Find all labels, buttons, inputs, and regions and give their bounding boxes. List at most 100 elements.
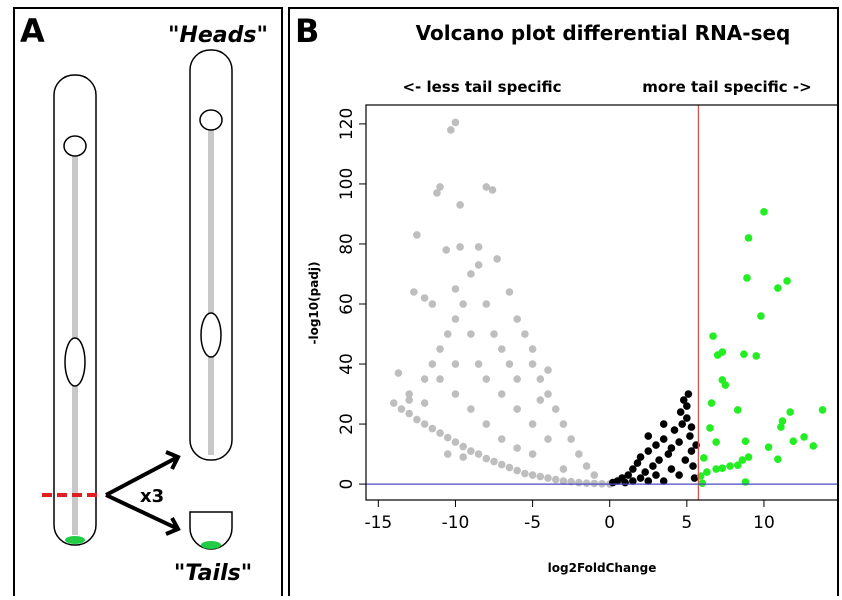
point <box>687 423 696 431</box>
point <box>744 453 753 461</box>
point <box>528 450 537 458</box>
brain <box>63 135 87 157</box>
worm-diagram <box>42 49 233 550</box>
point <box>451 390 460 398</box>
point <box>689 462 697 470</box>
point <box>649 462 657 470</box>
point <box>706 424 714 432</box>
point <box>698 479 707 487</box>
y-tick-label: 40 <box>337 353 357 375</box>
point <box>467 405 475 413</box>
point <box>726 462 734 470</box>
point <box>433 189 441 197</box>
point <box>497 390 506 398</box>
point <box>443 330 452 338</box>
x-tick-label: 5 <box>681 513 692 533</box>
point <box>528 360 537 368</box>
point <box>712 465 720 473</box>
point <box>707 399 716 407</box>
point <box>536 472 545 481</box>
point <box>397 405 406 413</box>
point <box>667 444 676 452</box>
point <box>733 461 742 469</box>
point <box>659 420 668 428</box>
point <box>456 201 464 209</box>
point <box>641 468 649 476</box>
point <box>544 474 552 482</box>
point <box>752 352 761 360</box>
point <box>764 443 773 451</box>
point <box>513 375 521 383</box>
point <box>410 288 418 296</box>
point <box>497 435 506 443</box>
point <box>394 369 403 377</box>
x-tick-label: -15 <box>364 513 392 533</box>
point <box>633 459 642 467</box>
point <box>513 405 521 413</box>
point <box>459 300 467 308</box>
point <box>474 360 483 368</box>
annotation: <- less tail specific <box>402 78 561 96</box>
point <box>428 424 437 433</box>
point <box>442 246 451 254</box>
heads-label: "Heads" <box>168 23 268 48</box>
point <box>551 405 560 413</box>
point <box>636 474 645 482</box>
point <box>774 455 782 463</box>
point <box>474 261 483 269</box>
x-tick-label: -10 <box>442 513 470 533</box>
point <box>624 471 633 479</box>
point <box>451 285 460 293</box>
point <box>575 478 583 487</box>
point <box>513 466 521 475</box>
plot-frame <box>365 104 839 501</box>
point <box>505 288 514 296</box>
point <box>664 450 673 458</box>
x-tick-label: 0 <box>604 513 615 533</box>
point <box>777 423 785 431</box>
point <box>490 457 498 466</box>
point <box>582 479 591 487</box>
point <box>718 464 727 472</box>
point <box>744 234 753 242</box>
arrows <box>105 450 181 536</box>
point <box>741 437 750 445</box>
point <box>683 414 691 422</box>
point <box>713 351 722 359</box>
point <box>690 474 699 482</box>
point <box>467 447 475 455</box>
tail-tip <box>201 541 221 549</box>
point <box>420 399 429 407</box>
point <box>738 456 747 464</box>
point <box>521 469 529 478</box>
point <box>686 432 694 440</box>
point <box>687 447 696 455</box>
point <box>809 442 818 450</box>
x-tick-label: -5 <box>524 513 541 533</box>
point <box>536 375 545 383</box>
point <box>575 450 583 458</box>
point <box>482 454 491 463</box>
y-tick-label: 0 <box>337 479 357 490</box>
point <box>451 118 460 127</box>
y-tick-label: 60 <box>337 293 357 315</box>
y-tick-label: 80 <box>337 233 357 255</box>
point <box>757 312 765 320</box>
point <box>675 438 683 446</box>
point <box>536 396 545 404</box>
y-tick-label: 120 <box>337 108 357 140</box>
y-tick-label: 100 <box>337 168 357 200</box>
point <box>559 465 568 473</box>
point <box>582 462 591 470</box>
point <box>456 243 464 251</box>
point <box>528 471 537 479</box>
point <box>786 408 794 416</box>
point <box>644 447 653 455</box>
point <box>493 255 501 263</box>
point <box>703 468 711 476</box>
point <box>436 429 444 437</box>
point <box>818 406 827 414</box>
panel-a-frame <box>13 7 283 600</box>
point <box>800 433 808 441</box>
